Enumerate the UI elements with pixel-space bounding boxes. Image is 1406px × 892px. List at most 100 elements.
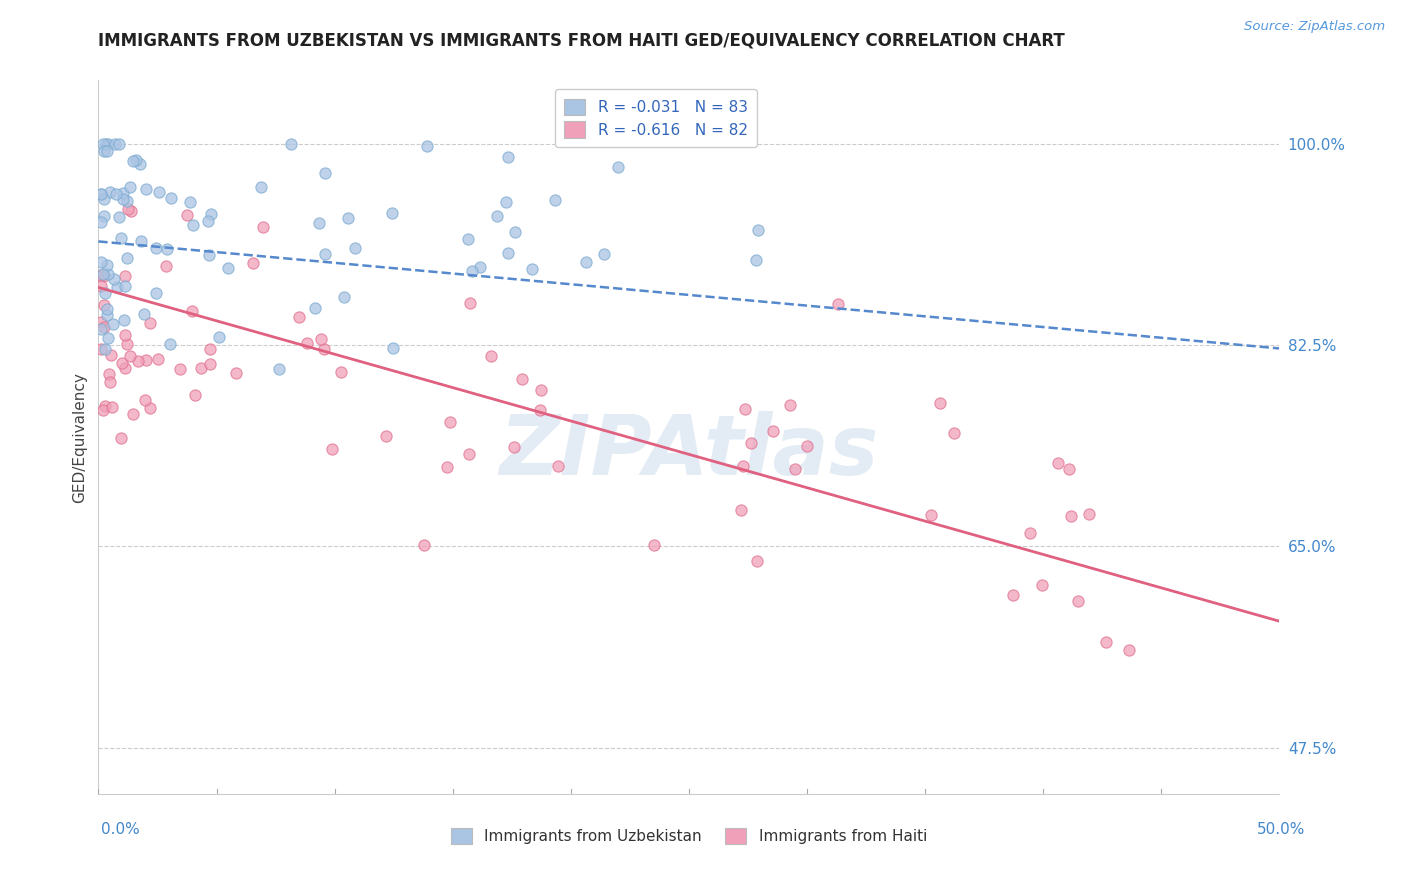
Point	[98, 367, 121, 381]
Point	[593, 246, 616, 260]
Point	[128, 157, 150, 171]
Point	[104, 136, 127, 151]
Point	[127, 353, 149, 368]
Point	[110, 231, 132, 245]
Point	[731, 458, 754, 473]
Point	[495, 194, 517, 209]
Point	[217, 260, 239, 275]
Point	[115, 337, 138, 351]
Point	[606, 160, 628, 174]
Point	[198, 248, 221, 262]
Point	[96, 309, 118, 323]
Point	[308, 216, 330, 230]
Point	[138, 401, 160, 416]
Point	[529, 403, 551, 417]
Point	[920, 508, 942, 522]
Point	[112, 313, 135, 327]
Point	[179, 195, 201, 210]
Point	[1060, 508, 1083, 523]
Point	[329, 365, 352, 379]
Point	[461, 264, 484, 278]
Point	[90, 255, 112, 269]
Point	[744, 252, 766, 267]
Point	[120, 349, 142, 363]
Point	[94, 342, 117, 356]
Point	[439, 416, 461, 430]
Point	[90, 186, 112, 201]
Point	[91, 403, 114, 417]
Point	[129, 234, 152, 248]
Point	[458, 447, 481, 461]
Point	[90, 279, 112, 293]
Point	[121, 153, 143, 168]
Point	[745, 554, 768, 568]
Point	[93, 399, 115, 413]
Point	[111, 356, 134, 370]
Point	[91, 136, 114, 151]
Point	[314, 342, 336, 356]
Point	[1059, 462, 1081, 476]
Point	[1019, 526, 1042, 541]
Point	[416, 139, 439, 153]
Point	[512, 372, 534, 386]
Point	[321, 442, 343, 457]
Point	[101, 318, 124, 332]
Point	[468, 260, 491, 274]
Point	[90, 215, 112, 229]
Point	[827, 297, 849, 311]
Point	[382, 341, 405, 355]
Point	[135, 352, 157, 367]
Point	[114, 361, 136, 376]
Point	[90, 342, 112, 356]
Point	[643, 538, 665, 552]
Point	[747, 223, 769, 237]
Point	[496, 246, 519, 260]
Point	[114, 279, 136, 293]
Point	[94, 285, 117, 300]
Point	[108, 210, 131, 224]
Point	[481, 350, 503, 364]
Point	[181, 219, 204, 233]
Point	[943, 425, 966, 440]
Point	[93, 144, 115, 158]
Point	[90, 315, 112, 329]
Point	[97, 136, 120, 151]
Point	[198, 342, 221, 356]
Point	[111, 186, 134, 200]
Point	[779, 398, 801, 412]
Point	[1067, 594, 1090, 608]
Point	[208, 329, 231, 343]
Point	[242, 256, 264, 270]
Point	[93, 268, 115, 283]
Point	[250, 179, 273, 194]
Point	[412, 538, 434, 552]
Point	[1001, 589, 1024, 603]
Text: Source: ZipAtlas.com: Source: ZipAtlas.com	[1244, 20, 1385, 33]
Point	[90, 187, 112, 202]
Point	[267, 362, 290, 376]
Point	[311, 332, 333, 346]
Point	[304, 301, 326, 315]
Point	[344, 241, 367, 255]
Point	[96, 301, 118, 316]
Point	[928, 396, 950, 410]
Point	[96, 258, 118, 272]
Point	[1046, 456, 1069, 470]
Point	[91, 267, 114, 281]
Point	[135, 182, 157, 196]
Point	[486, 209, 509, 223]
Point	[169, 361, 191, 376]
Point	[117, 252, 139, 266]
Point	[125, 153, 148, 168]
Point	[98, 375, 121, 389]
Point	[93, 297, 115, 311]
Point	[295, 336, 318, 351]
Point	[197, 214, 219, 228]
Point	[94, 136, 117, 151]
Point	[97, 267, 120, 281]
Point	[544, 193, 567, 207]
Point	[120, 179, 142, 194]
Point	[314, 247, 336, 261]
Point	[225, 366, 247, 380]
Point	[100, 400, 122, 414]
